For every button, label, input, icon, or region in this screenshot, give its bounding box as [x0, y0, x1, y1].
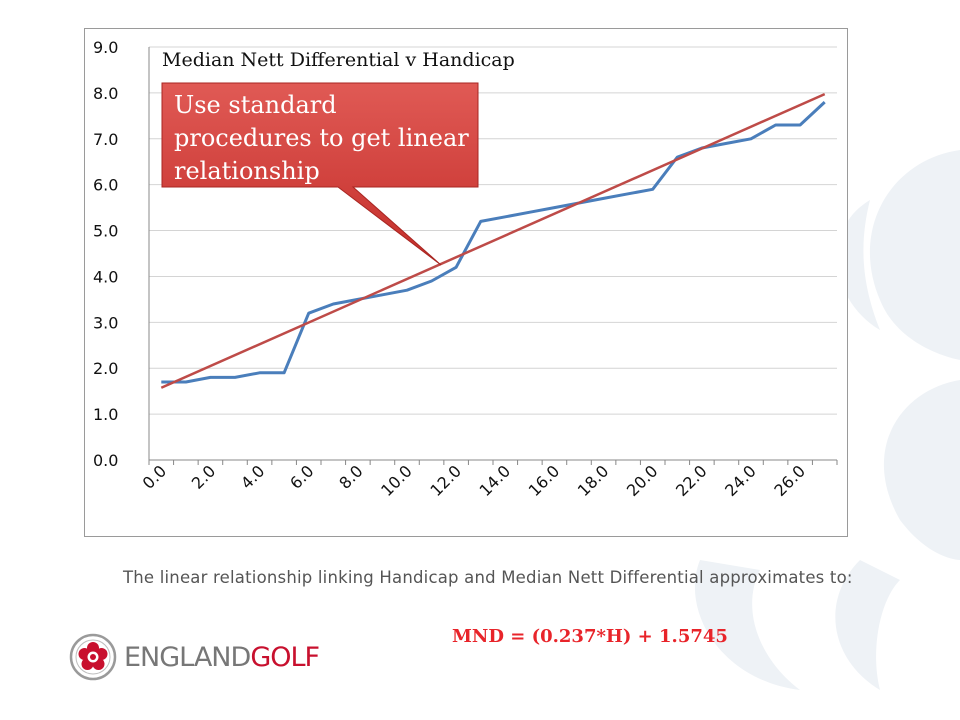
trendline	[160, 92, 826, 389]
y-tick-label: 2.0	[93, 359, 118, 378]
y-tick-label: 0.0	[93, 451, 118, 470]
brand-part1: ENGLAND	[124, 642, 251, 673]
chart-title: Median Nett Differential v Handicap	[162, 49, 515, 71]
formula-text: MND = (0.237*H) + 1.5745	[452, 626, 728, 647]
x-tick-label: 26.0	[770, 461, 809, 500]
x-tick-label: 14.0	[475, 461, 514, 500]
y-tick-label: 7.0	[93, 130, 118, 149]
callout-text: Use standard procedures to get linear re…	[174, 91, 469, 185]
chart: 0.0 1.0 2.0 3.0 4.0 5.0 6.0 7.0 8.0 9.0 0.0 2.0 4.0 6…	[93, 38, 838, 500]
x-tick-label: 24.0	[721, 461, 760, 500]
x-tick-label: 4.0	[237, 461, 268, 492]
y-tick-label: 3.0	[93, 313, 118, 332]
caption-text: The linear relationship linking Handicap…	[123, 568, 853, 587]
x-tick-label: 18.0	[574, 461, 613, 500]
brand-wordmark: ENGLANDGOLF	[124, 642, 320, 673]
y-tick-label: 1.0	[93, 405, 118, 424]
x-tick-label: 10.0	[377, 461, 416, 500]
x-tick-label: 20.0	[623, 461, 662, 500]
rose-emblem-icon	[69, 633, 117, 681]
x-tick-label: 2.0	[188, 461, 219, 492]
y-tick-label: 6.0	[93, 176, 118, 195]
x-tick-label: 0.0	[139, 461, 170, 492]
x-tick-label: 8.0	[335, 461, 366, 492]
x-tick-label: 22.0	[672, 461, 711, 500]
y-tick-label: 5.0	[93, 222, 118, 241]
y-tick-label: 4.0	[93, 267, 118, 286]
chart-frame: 0.0 1.0 2.0 3.0 4.0 5.0 6.0 7.0 8.0 9.0 0.0 2.0 4.0 6…	[84, 28, 848, 537]
x-tick-label: 12.0	[426, 461, 465, 500]
callout-box	[161, 82, 479, 266]
x-tick-label: 16.0	[525, 461, 564, 500]
series-line-median	[161, 101, 826, 384]
brand-part2: GOLF	[250, 642, 320, 673]
y-tick-label: 9.0	[93, 38, 118, 57]
x-tick-label: 6.0	[286, 461, 317, 492]
y-tick-label: 8.0	[93, 84, 118, 103]
